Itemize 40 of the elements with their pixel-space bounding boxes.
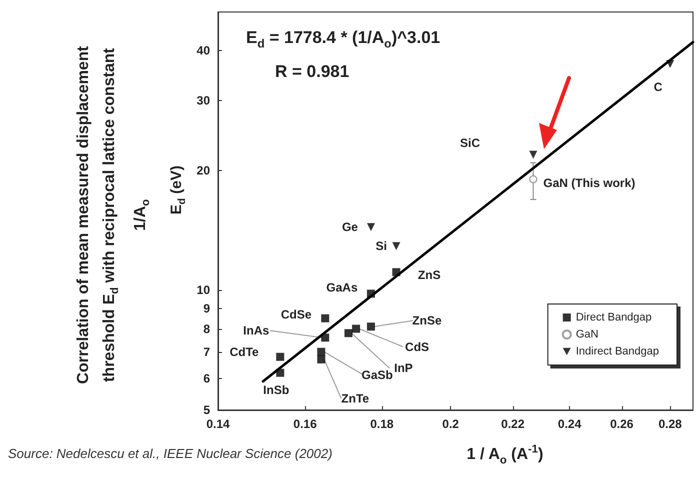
x-tick-label: 0.24 xyxy=(558,417,582,431)
annotation: CdTe xyxy=(230,344,260,359)
x-tick-label: 0.28 xyxy=(658,417,682,431)
annotation: InSb xyxy=(263,382,290,397)
legend-label: GaN xyxy=(576,328,598,340)
annotation: GaN (This work) xyxy=(543,176,636,190)
y-tick-label: 6 xyxy=(203,371,210,386)
annotation: Si xyxy=(376,239,387,254)
legend-label: Direct Bandgap xyxy=(576,312,652,324)
annotation: InP xyxy=(394,361,413,376)
x-axis-title: 1 / A$_{o}$ (A$^{-1}$) xyxy=(466,444,544,466)
legend-label: Indirect Bandgap xyxy=(576,346,659,358)
x-tick-label: 0.16 xyxy=(293,417,318,431)
y-tick-label: 40 xyxy=(196,44,210,58)
y-tick-label: 5 xyxy=(203,403,210,417)
annotation: InAs xyxy=(243,324,270,338)
y-tick-label: 8 xyxy=(203,322,210,336)
source-note: Source: Nedelcescu et al., IEEE Nuclear Science (2002) xyxy=(8,446,332,461)
y-tick-label: 7 xyxy=(203,344,210,359)
annotation: SiC xyxy=(460,136,480,150)
annotation: ZnS xyxy=(418,268,441,282)
annotation: E$_{d}$ = 1778.4 * (1/A$_{o}$)^3.01 xyxy=(246,28,440,50)
y-tick-label: 9 xyxy=(203,301,210,316)
annotation: Ge xyxy=(342,220,358,234)
annotation: CdS xyxy=(405,340,430,354)
annotation: GaSb xyxy=(362,368,393,382)
annotation: ZnSe xyxy=(412,314,442,328)
annotation: CdSe xyxy=(280,307,312,322)
x-tick-label: 0.18 xyxy=(370,417,394,431)
annotation: C xyxy=(654,80,663,94)
x-tick-label: 0.14 xyxy=(206,417,230,431)
y-tick-label: 30 xyxy=(196,93,210,108)
y-tick-label: 20 xyxy=(196,163,210,178)
annotation: ZnTe xyxy=(341,391,370,406)
x-tick-label: 0.26 xyxy=(610,417,634,431)
x-tick-label: 0.22 xyxy=(501,417,525,431)
annotation: R = 0.981 xyxy=(275,62,350,82)
annotation: GaAs xyxy=(326,280,358,295)
x-tick-label: 0.2 xyxy=(442,417,460,431)
y-tick-label: 10 xyxy=(196,283,210,298)
